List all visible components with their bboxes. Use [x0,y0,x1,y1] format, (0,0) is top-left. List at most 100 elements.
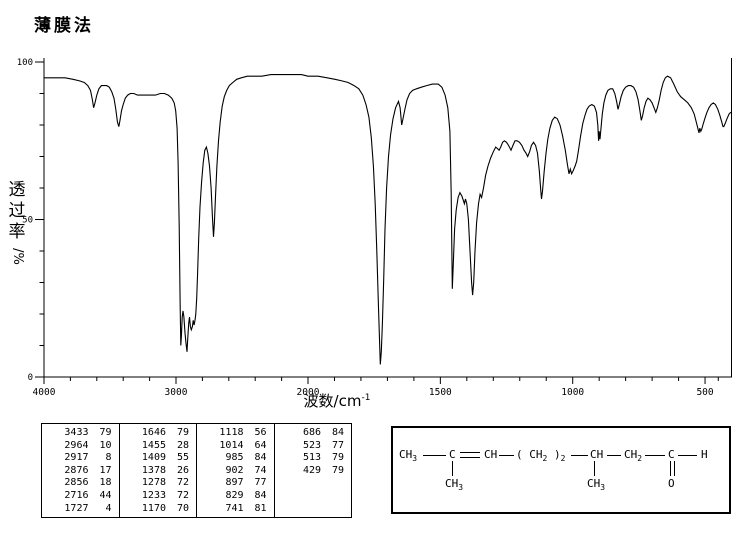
peak-table-row: 1409 55 [120,452,197,465]
peak-wavenumber: 741 [225,502,244,514]
peak-wavenumber: 1278 [141,477,166,489]
peak-table-row: 1170 70 [120,503,197,516]
peak-transmittance: 44 [99,489,112,501]
formula-text: CH [624,448,638,461]
axis-frame [43,58,732,378]
peak-wavenumber: 513 [302,452,321,464]
bond-line-vertical [674,461,675,476]
formula-text: CH [587,477,601,490]
formula-group: CH2 [624,449,642,464]
peak-wavenumber: 429 [302,464,321,476]
peak-table-row: 1278 72 [120,477,197,490]
peak-transmittance: 26 [176,464,189,476]
bond-line-vertical [670,461,671,476]
formula-group: CH3 [399,449,417,464]
peak-wavenumber: 902 [225,464,244,476]
peak-table-row: 523 77 [275,440,352,453]
peak-wavenumber: 1170 [141,502,166,514]
y-tick-label: 50 [22,216,33,226]
peak-table-row: 1727 4 [42,503,119,516]
peak-table-column: 686 84 523 77 513 79 429 79 [273,424,352,517]
formula-subscript: 2 [542,454,548,463]
formula-text: H [701,448,708,461]
y-axis-label-char: 率 [8,222,26,242]
peak-table-row: 429 79 [275,465,352,478]
ir-spectrum-curve [44,74,732,365]
peak-table-row: 513 79 [275,452,352,465]
formula-group: H [701,449,708,460]
bond-line-horizontal [423,455,446,456]
peak-wavenumber: 2716 [64,489,89,501]
peak-transmittance: 4 [105,502,112,514]
bond-line-horizontal [678,455,697,456]
bond-line-horizontal [571,455,588,456]
structure-box: CH3 C CH( CH2 )2 CH CH2 C H CH3 CH3 O [391,426,731,514]
peak-table-row: 3433 79 [42,427,119,440]
y-tick-label: 0 [28,373,33,383]
peak-table-row: 686 84 [275,427,352,440]
peak-table-column: 1646 79 1455 28 1409 55 1378 26 1278 72 1233 72 1170… [118,424,197,517]
peak-transmittance: 18 [99,477,112,489]
peak-transmittance: 84 [254,489,267,501]
peak-table-row: 1118 56 [197,427,274,440]
y-axis-unit: /% [9,248,25,265]
peak-transmittance: 70 [176,502,189,514]
bond-line-horizontal [460,452,480,453]
peak-table-row: 902 74 [197,465,274,478]
x-tick-label: 500 [696,387,713,398]
x-tick-label: 1000 [561,387,584,398]
peak-wavenumber: 1233 [141,489,166,501]
peak-table-column: 3433 79 2964 10 2917 8 2876 17 2856 18 2716 44 1727 4 [42,424,119,517]
peak-transmittance: 79 [331,464,344,476]
y-axis-label: 透 过 率 /% [6,180,28,267]
formula-subscript: 3 [458,483,464,492]
peak-wavenumber: 897 [225,477,244,489]
peak-wavenumber: 1455 [141,439,166,451]
peak-wavenumber: 1378 [141,464,166,476]
x-axis-label-base: 波数/cm [303,392,362,410]
peak-wavenumber: 3433 [64,427,89,438]
formula-text: C [668,448,675,461]
peak-transmittance: 79 [176,427,189,438]
peak-table-row: 1646 79 [120,427,197,440]
peak-table-row: 2917 8 [42,452,119,465]
bond-line-horizontal [460,457,480,458]
formula-group: C [668,449,675,460]
peak-wavenumber: 2917 [64,452,89,464]
x-tick-label: 2000 [297,387,320,398]
peak-transmittance: 64 [254,439,267,451]
peak-transmittance: 8 [105,452,112,464]
x-axis-label: 波数/cm-1 [272,390,402,411]
peak-transmittance: 72 [176,477,189,489]
peak-table: 3433 79 2964 10 2917 8 2876 17 2856 18 2716 44 1727 4… [41,423,352,518]
peak-transmittance: 56 [254,427,267,438]
y-tick-label: 100 [17,58,33,68]
peak-wavenumber: 829 [225,489,244,501]
peak-table-row: 1378 26 [120,465,197,478]
bond-line-horizontal [607,455,621,456]
peak-transmittance: 28 [176,439,189,451]
formula-text: CH [445,477,459,490]
page-title: 薄膜法 [34,16,94,36]
peak-transmittance: 84 [331,427,344,438]
peak-table-row: 1014 64 [197,440,274,453]
peak-wavenumber: 985 [225,452,244,464]
peak-transmittance: 77 [254,477,267,489]
peak-table-row: 741 81 [197,503,274,516]
peak-transmittance: 74 [254,464,267,476]
peak-transmittance: 79 [99,427,112,438]
x-axis-label-superscript: -1 [361,393,371,403]
formula-group: CH [590,449,603,460]
peak-transmittance: 55 [176,452,189,464]
peak-table-row: 1455 28 [120,440,197,453]
peak-transmittance: 72 [176,489,189,501]
formula-text: ) [547,448,561,461]
peak-transmittance: 84 [254,452,267,464]
x-tick-label: 3000 [165,387,188,398]
peak-table-row: 897 77 [197,477,274,490]
peak-wavenumber: 523 [302,439,321,451]
peak-transmittance: 17 [99,464,112,476]
x-tick-label: 1500 [429,387,452,398]
formula-group: CH3 [587,478,605,493]
